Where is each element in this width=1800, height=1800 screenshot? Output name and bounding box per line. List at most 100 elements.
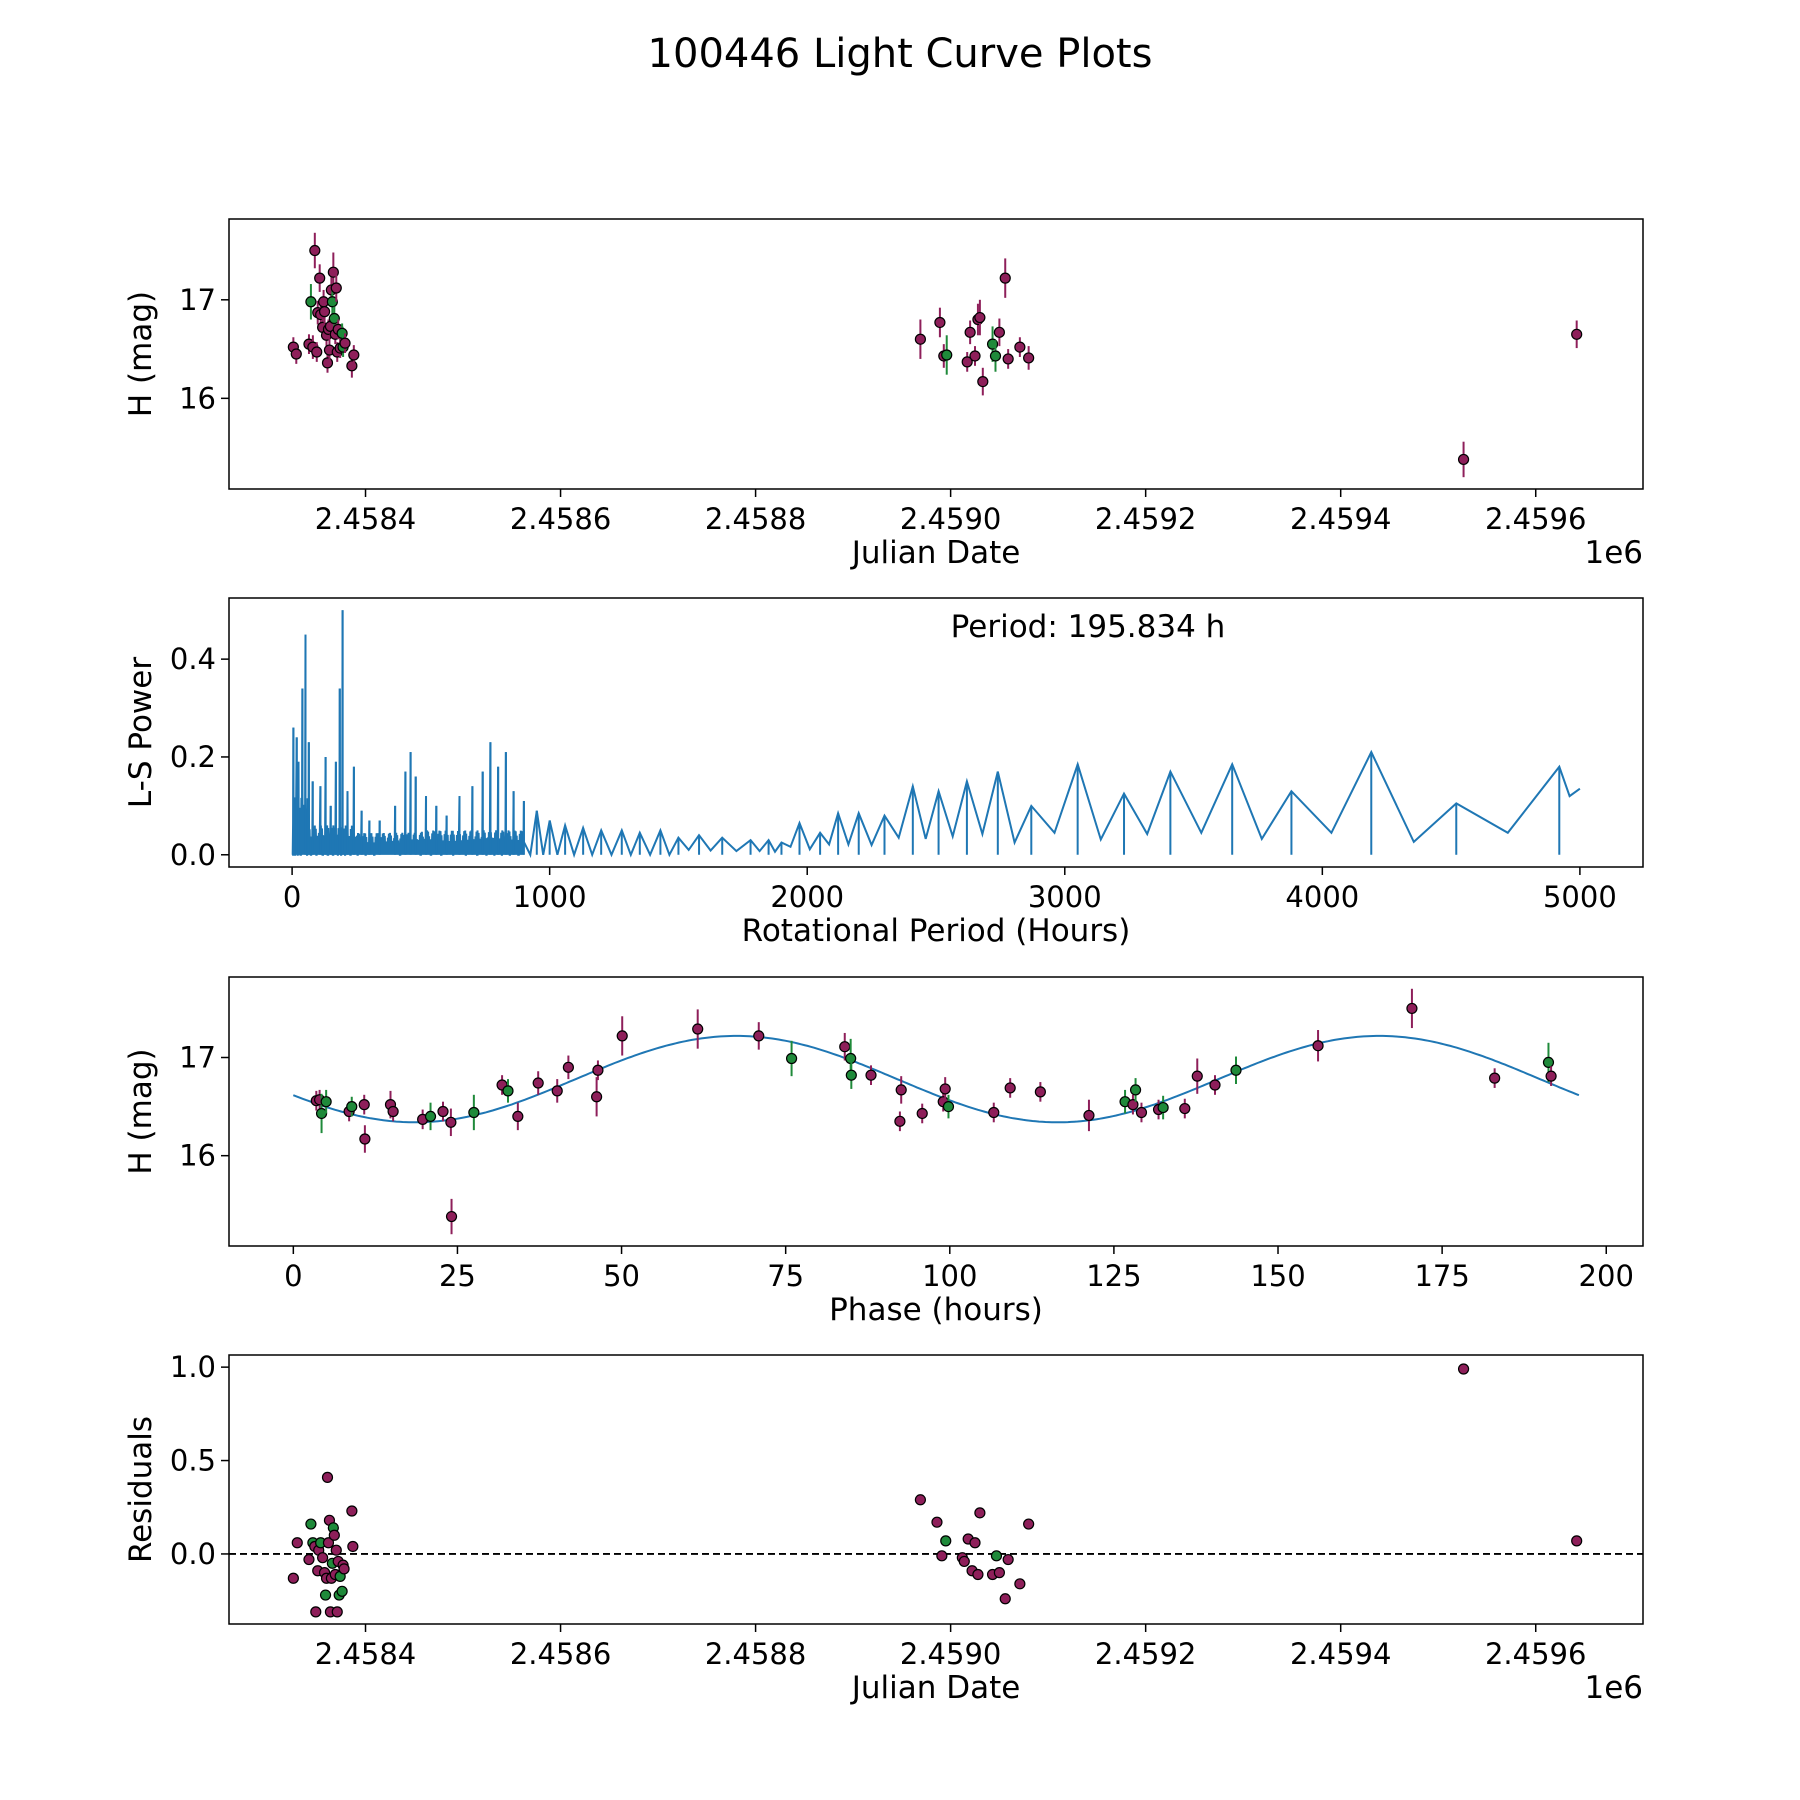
data-point	[936, 1550, 948, 1562]
data-point	[1571, 328, 1583, 340]
x-tick-label: 2.4586	[510, 502, 611, 536]
data-point	[437, 1105, 449, 1118]
axes-frame	[228, 218, 1644, 490]
periodogram-panel: 0 1000 2000 3000 4000 5000 0.0 0.2 0.4 Rotational…	[123, 597, 1644, 949]
y-tick-label: 0.2	[170, 740, 216, 774]
x-tick-label: 2.4594	[1290, 502, 1391, 536]
y-axis-label: H (mag)	[123, 291, 159, 417]
y-axis-label: H (mag)	[123, 1048, 159, 1174]
timeseries-panel: 2.4584 2.4586 2.4588 2.4590 2.4592 2.4594 2.45…	[123, 218, 1644, 571]
x-tick-label: 1000	[513, 880, 587, 914]
data-point	[1191, 1070, 1203, 1082]
data-point	[865, 1069, 877, 1081]
data-point	[346, 1505, 358, 1517]
figure-title: 100446 Light Curve Plots	[648, 31, 1153, 77]
data-point	[1083, 1109, 1095, 1122]
data-point	[941, 349, 953, 361]
data-point	[320, 1096, 332, 1108]
data-point	[1312, 1040, 1324, 1052]
data-point	[359, 1133, 371, 1145]
data-point	[291, 1537, 303, 1549]
data-point	[330, 1544, 342, 1556]
data-point	[1179, 1102, 1191, 1115]
data-point	[961, 356, 973, 368]
x-tick-label: 2.4584	[315, 502, 416, 536]
data-point	[977, 375, 989, 388]
data-point	[1489, 1072, 1501, 1084]
x-tick-label: 0	[284, 1259, 302, 1293]
data-point	[969, 1537, 981, 1549]
data-point	[989, 350, 1002, 362]
x-tick-label: 2.4588	[705, 502, 806, 536]
data-point	[551, 1085, 563, 1097]
axes-frame	[228, 976, 1644, 1247]
data-point	[894, 1115, 906, 1127]
data-point	[328, 312, 340, 325]
data-point	[592, 1064, 604, 1076]
x-axis-label: Julian Date	[850, 1670, 1021, 1706]
data-point	[753, 1030, 765, 1042]
data-point	[502, 1085, 514, 1097]
data-point	[468, 1106, 480, 1119]
data-point	[916, 1107, 928, 1120]
x-tick-label: 2.4590	[900, 1637, 1001, 1671]
data-point	[1209, 1079, 1221, 1091]
data-point	[1002, 353, 1014, 365]
data-point	[328, 1529, 340, 1541]
x-tick-label: 0	[283, 880, 301, 914]
data-point	[348, 349, 360, 361]
x-tick-label: 2000	[770, 880, 844, 914]
data-point	[1157, 1101, 1169, 1114]
x-offset-label: 1e6	[1584, 1670, 1643, 1706]
data-point	[346, 1100, 358, 1113]
data-point	[1545, 1070, 1557, 1082]
data-point	[1004, 1082, 1016, 1094]
residuals-panel: 2.4584 2.4586 2.4588 2.4590 2.4592 2.4594 2.45…	[123, 1350, 1644, 1706]
x-tick-label: 2.4596	[1485, 502, 1586, 536]
data-point	[988, 1106, 1000, 1119]
data-point	[969, 350, 981, 362]
data-point	[310, 1606, 322, 1618]
data-point	[315, 1107, 328, 1120]
data-point	[591, 1091, 603, 1103]
data-point	[305, 296, 317, 308]
x-tick-label: 125	[1086, 1259, 1141, 1293]
x-axis-label: Rotational Period (Hours)	[742, 913, 1131, 949]
periodogram-plot-area	[291, 610, 1581, 859]
data-point	[914, 1494, 926, 1506]
residuals-plot-area	[229, 1363, 1643, 1618]
data-point	[318, 306, 331, 318]
data-point	[974, 1507, 986, 1519]
x-tick-label: 2.4586	[510, 1637, 611, 1671]
data-point	[616, 1030, 628, 1042]
data-point	[319, 1589, 332, 1601]
data-point	[1135, 1106, 1148, 1119]
x-tick-label: 25	[439, 1259, 476, 1293]
data-point	[1127, 1099, 1139, 1111]
x-tick-label: 3000	[1028, 880, 1102, 914]
data-point	[972, 1568, 984, 1581]
data-point	[999, 272, 1011, 284]
x-axis-label: Julian Date	[850, 535, 1021, 571]
data-point	[1014, 341, 1026, 353]
data-point	[940, 1535, 952, 1547]
data-point	[321, 1471, 334, 1483]
data-point	[387, 1105, 399, 1118]
data-point	[993, 1567, 1005, 1579]
data-point	[330, 282, 342, 294]
data-point	[1406, 1002, 1418, 1015]
data-point	[914, 333, 926, 345]
data-point	[305, 1518, 317, 1530]
data-point	[339, 337, 351, 349]
y-axis-label: Residuals	[123, 1416, 159, 1563]
data-point	[931, 1516, 943, 1528]
data-point	[974, 311, 986, 324]
y-tick-label: 0.5	[170, 1444, 216, 1478]
x-tick-label: 2.4596	[1485, 1637, 1586, 1671]
data-point	[934, 316, 946, 329]
data-point	[290, 348, 302, 360]
timeseries-plot-area	[287, 232, 1583, 478]
data-point	[445, 1210, 458, 1223]
data-point	[1023, 352, 1035, 364]
data-point	[303, 1553, 315, 1566]
